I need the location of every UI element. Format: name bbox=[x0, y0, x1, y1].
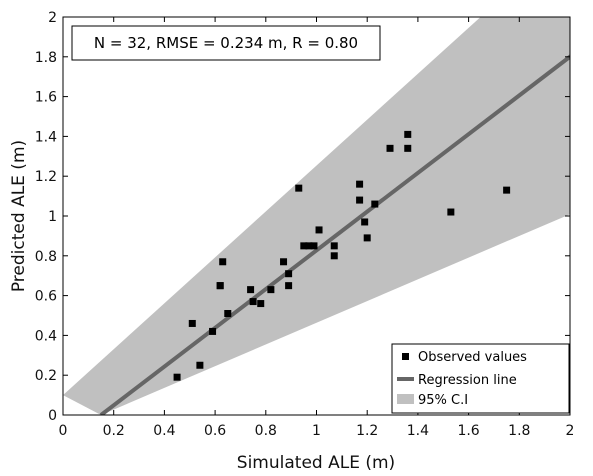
data-point bbox=[330, 252, 338, 260]
x-tick-label: 0.8 bbox=[255, 423, 277, 439]
data-point bbox=[447, 208, 455, 216]
data-point bbox=[285, 282, 293, 290]
data-point bbox=[356, 196, 364, 204]
data-point bbox=[209, 327, 217, 335]
data-point bbox=[330, 242, 338, 250]
x-tick-label: 0.2 bbox=[103, 423, 125, 439]
data-point bbox=[295, 184, 303, 192]
x-tick-label: 1 bbox=[312, 423, 321, 439]
y-tick-label: 1.6 bbox=[35, 90, 57, 106]
stats-annotation-text: N = 32, RMSE = 0.234 m, R = 0.80 bbox=[94, 34, 358, 52]
y-tick-label: 2 bbox=[48, 10, 57, 26]
data-point bbox=[196, 361, 204, 369]
y-tick-label: 0.6 bbox=[35, 289, 57, 305]
y-tick-label: 0.8 bbox=[35, 249, 57, 265]
x-tick-label: 1.8 bbox=[508, 423, 530, 439]
y-tick-label: 0 bbox=[48, 408, 57, 424]
data-point bbox=[224, 310, 232, 318]
legend-ci-label: 95% C.I bbox=[418, 393, 468, 408]
data-point bbox=[361, 218, 369, 226]
data-point bbox=[503, 186, 511, 194]
data-point bbox=[404, 130, 412, 138]
stats-annotation-box bbox=[71, 25, 381, 61]
x-tick-label: 0.6 bbox=[204, 423, 226, 439]
y-tick-label: 1 bbox=[48, 209, 57, 225]
data-point bbox=[356, 180, 364, 188]
confidence-band bbox=[63, 17, 570, 415]
data-point bbox=[219, 258, 227, 266]
x-tick-label: 1.6 bbox=[457, 423, 479, 439]
data-point bbox=[386, 144, 394, 152]
y-axis-label: Predicted ALE (m) bbox=[9, 140, 29, 292]
stats-annotation: N = 32, RMSE = 0.234 m, R = 0.80 bbox=[71, 25, 381, 61]
x-axis-label: Simulated ALE (m) bbox=[237, 453, 395, 473]
regression-line bbox=[99, 54, 570, 415]
data-point bbox=[216, 282, 224, 290]
x-tick-label: 0.4 bbox=[153, 423, 175, 439]
data-point bbox=[371, 200, 379, 208]
legend-ci-swatch bbox=[397, 394, 414, 404]
y-tick-label: 0.2 bbox=[35, 368, 57, 384]
x-tick-label: 1.4 bbox=[407, 423, 429, 439]
legend-observed-label: Observed values bbox=[418, 350, 527, 365]
y-tick-label: 1.4 bbox=[35, 129, 57, 145]
data-point bbox=[300, 242, 308, 250]
data-point bbox=[315, 226, 323, 234]
data-point bbox=[280, 258, 288, 266]
data-point bbox=[247, 286, 255, 294]
legend-box bbox=[391, 343, 570, 414]
x-tick-label: 2 bbox=[566, 423, 575, 439]
data-point bbox=[404, 144, 412, 152]
data-point bbox=[267, 286, 275, 294]
legend-observed-marker bbox=[402, 353, 409, 360]
data-point bbox=[173, 373, 181, 381]
data-point bbox=[363, 234, 371, 242]
legend-regression-label: Regression line bbox=[418, 373, 517, 388]
x-tick-label: 1.2 bbox=[356, 423, 378, 439]
data-point bbox=[257, 300, 265, 308]
y-tick-label: 0.4 bbox=[35, 328, 57, 344]
x-tick-label: 0 bbox=[59, 423, 68, 439]
data-point bbox=[305, 242, 313, 250]
data-point bbox=[310, 242, 318, 250]
y-tick-label: 1.2 bbox=[35, 169, 57, 185]
data-point bbox=[188, 319, 196, 327]
data-point bbox=[285, 270, 293, 278]
y-tick-label: 1.8 bbox=[35, 50, 57, 66]
data-point bbox=[249, 298, 257, 306]
legend: Observed values Regression line 95% C.I bbox=[391, 343, 570, 414]
